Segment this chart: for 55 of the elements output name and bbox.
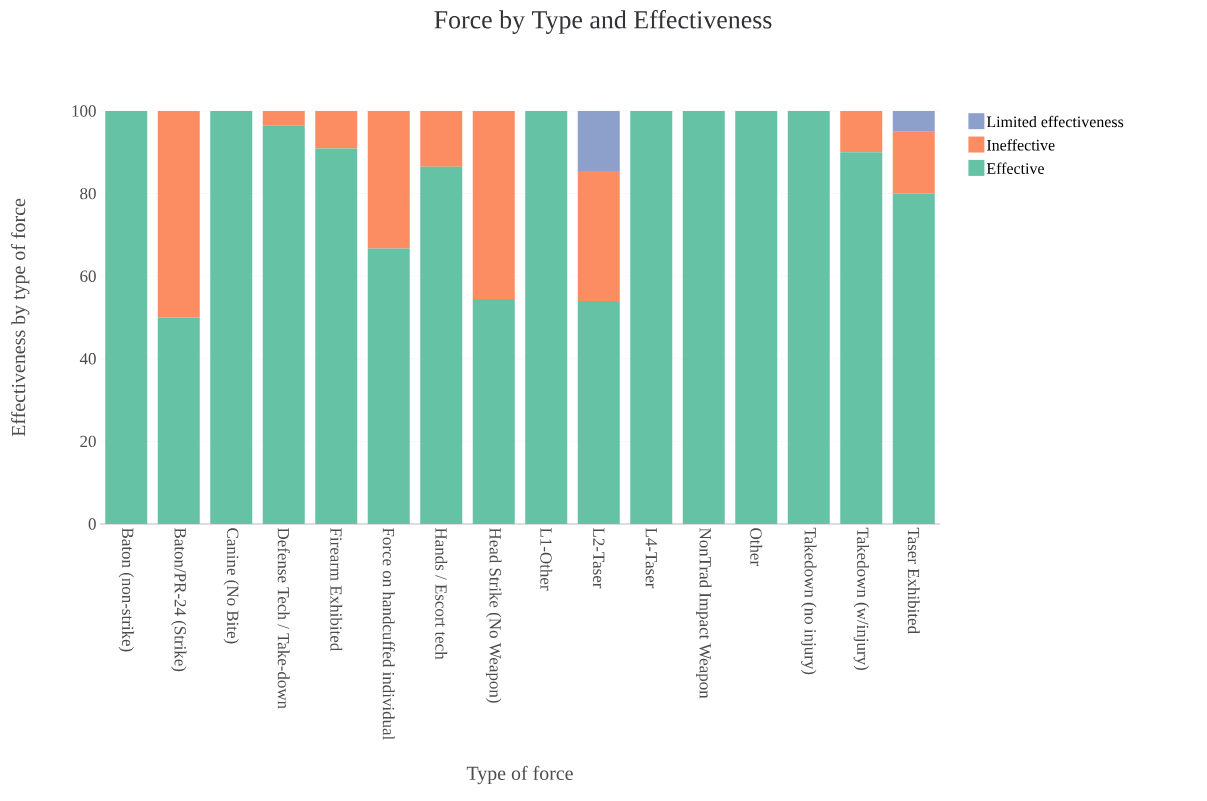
x-tick-label: L1-Other [540, 528, 553, 591]
bar [630, 111, 673, 524]
bar [472, 298, 515, 524]
y-axis-title: Effectiveness by type of force [11, 198, 30, 437]
y-tick-label: 100 [72, 105, 96, 117]
legend-label: Ineffective [986, 139, 1055, 151]
bar [157, 111, 200, 318]
bar [577, 170, 620, 301]
y-tick-label: 20 [80, 435, 96, 448]
bar [577, 111, 620, 171]
bar [577, 300, 620, 524]
y-tick-label: 40 [79, 353, 96, 365]
x-tick-label: L4-Taser [645, 528, 657, 589]
bar [892, 131, 935, 194]
chart-title: Force by Type and Effectiveness [434, 10, 772, 34]
legend-label: Limited effectiveness [986, 115, 1124, 128]
y-tick-label: 60 [80, 270, 96, 282]
bar [315, 111, 358, 149]
x-tick-label: NonTrad Impact Weapon [696, 528, 712, 699]
bar [525, 111, 568, 524]
bar [840, 152, 883, 524]
bar [262, 125, 305, 524]
bar [892, 111, 935, 132]
bar [367, 111, 410, 249]
x-tick-label: Other [750, 528, 763, 566]
y-tick-label: 80 [80, 187, 96, 200]
x-tick-label: Takedown (w/injury) [853, 527, 869, 670]
bar [157, 317, 200, 524]
x-tick-label: Baton (non-strike) [118, 528, 134, 652]
bar [105, 111, 148, 524]
bar [787, 111, 830, 524]
bar [210, 111, 253, 524]
x-tick-label: Defense Tech / Take-down [277, 528, 290, 709]
x-axis-title: Type of force [466, 765, 573, 785]
x-tick-label: Force on handcuffed individual [382, 528, 395, 740]
x-tick-label: Firearm Exhibited [330, 528, 343, 652]
x-tick-label: L2-Taser [593, 528, 605, 589]
bar [420, 111, 463, 167]
y-tick-label: 0 [88, 518, 96, 530]
legend-label: Effective [986, 162, 1044, 174]
x-tick-label: Taser Exhibited [907, 527, 920, 634]
bar [262, 111, 305, 126]
bar [420, 166, 463, 524]
bar [472, 111, 515, 299]
bar [840, 111, 883, 153]
x-tick-label: Head Strike (No Weapon) [486, 528, 502, 703]
bar [735, 111, 778, 524]
x-tick-label: Hands / Escort tech [435, 528, 448, 660]
bar [367, 248, 410, 524]
x-tick-label: Canine (No Bite) [223, 528, 239, 644]
x-tick-label: Baton/PR-24 (Strike) [171, 528, 187, 672]
bar [315, 148, 358, 524]
bar [892, 193, 935, 524]
x-tick-label: Takedown (no injury) [801, 527, 817, 675]
bar [682, 111, 725, 524]
